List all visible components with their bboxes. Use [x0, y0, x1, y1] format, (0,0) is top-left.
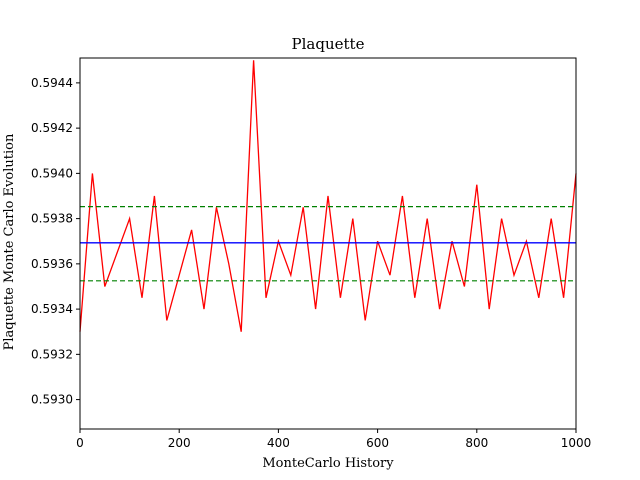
x-tick-label: 200 [168, 436, 191, 450]
chart-title: Plaquette [292, 35, 365, 53]
series-layer [79, 60, 577, 332]
y-tick-label: 0.5936 [31, 257, 73, 271]
x-tick-label: 400 [267, 436, 290, 450]
y-tick-label: 0.5934 [31, 302, 73, 316]
tick-layer: 0 200 400 600 800 1000 0.5930 0.5932 0.5934 0.593… [31, 76, 591, 450]
y-tick-label: 0.5938 [31, 212, 73, 226]
x-tick-label: 600 [366, 436, 389, 450]
series-line-0 [79, 60, 577, 332]
y-tick-label: 0.5942 [31, 121, 73, 135]
y-tick-label: 0.5932 [31, 347, 73, 361]
y-axis-label: Plaquette Monte Carlo Evolution [2, 133, 17, 350]
x-axis-label: MonteCarlo History [262, 456, 394, 471]
x-tick-label: 1000 [561, 436, 592, 450]
x-tick-label: 800 [465, 436, 488, 450]
y-tick-label: 0.5940 [31, 166, 73, 180]
plot-frame [79, 57, 577, 430]
y-tick-label: 0.5930 [31, 393, 73, 407]
x-tick-label: 0 [76, 436, 84, 450]
y-tick-label: 0.5944 [31, 76, 73, 90]
